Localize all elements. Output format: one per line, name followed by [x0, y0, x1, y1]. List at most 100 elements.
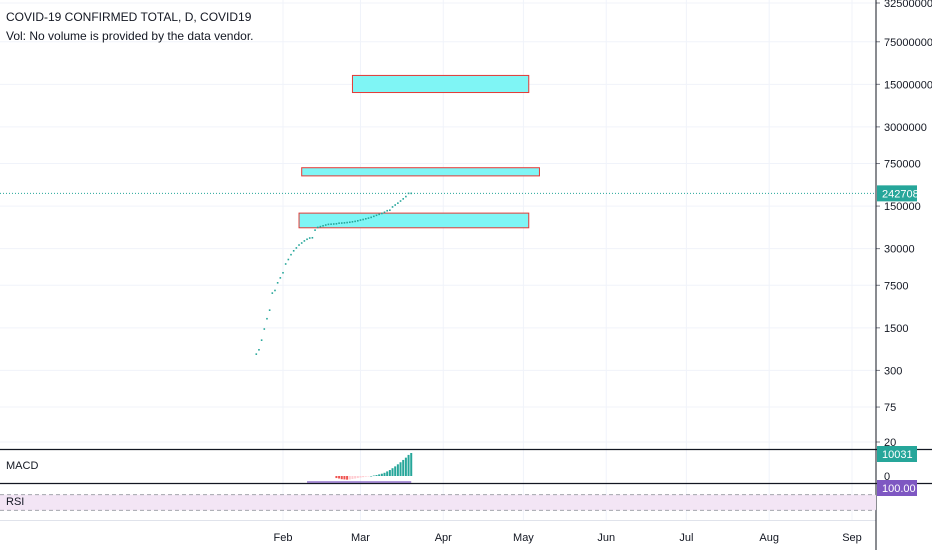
macd-histogram-bar [362, 476, 365, 478]
macd-histogram-bar [354, 476, 357, 479]
macd-pane[interactable]: 0 [307, 453, 890, 483]
time-tick-label: Jun [597, 532, 615, 544]
macd-histogram-bar [340, 476, 343, 480]
time-tick-label: Sep [842, 532, 862, 544]
time-tick-label: Apr [435, 532, 452, 544]
data-point [381, 212, 383, 215]
data-point [308, 237, 311, 239]
price-tick-label: 3000000 [884, 122, 927, 134]
last-value-badge-bg [877, 185, 917, 202]
price-tick-label: 7500 [884, 280, 908, 292]
data-point [383, 211, 386, 214]
price-tick-label: 75 [884, 402, 896, 414]
macd-histogram-bar [335, 476, 338, 479]
macd-histogram-bar [351, 476, 354, 479]
macd-histogram-bar [404, 457, 407, 476]
data-point [290, 253, 292, 256]
data-point [402, 198, 405, 200]
data-point [389, 209, 391, 212]
data-point [271, 292, 274, 294]
data-point [370, 216, 372, 219]
data-point [316, 226, 319, 229]
data-point [322, 224, 324, 227]
macd-histogram-bar [396, 464, 399, 476]
price-tick-label: 75000000 [884, 37, 932, 49]
data-point [314, 229, 316, 231]
macd-histogram-bar [343, 476, 346, 480]
time-tick-label: Feb [274, 532, 293, 544]
rsi-pane[interactable] [0, 494, 876, 511]
price-tick-label: 750000 [884, 159, 921, 171]
data-point [340, 222, 343, 224]
data-point [399, 200, 402, 202]
time-tick-label: Jul [679, 532, 693, 544]
macd-histogram-bar [378, 474, 381, 476]
data-point [391, 206, 394, 208]
data-point [268, 309, 271, 311]
macd-histogram-bar [348, 476, 351, 480]
data-point [327, 223, 330, 226]
data-point [343, 222, 346, 224]
rsi-value-badge-bg [877, 480, 917, 496]
data-point [263, 328, 266, 330]
rsi-value-badge: 100.00 [882, 483, 916, 495]
data-point [351, 221, 354, 223]
data-point [260, 339, 263, 341]
data-point [386, 209, 388, 212]
data-point [274, 289, 276, 292]
data-point [335, 222, 338, 225]
data-point [375, 214, 378, 217]
data-point [405, 195, 407, 198]
data-point [279, 277, 282, 279]
rectangle-drawing [298, 212, 530, 229]
data-point [330, 223, 332, 225]
rsi-label[interactable]: RSI [6, 496, 25, 508]
data-point [378, 213, 380, 216]
data-point [295, 247, 298, 249]
macd-label[interactable]: MACD [6, 460, 39, 472]
volume-note: Vol: No volume is provided by the data v… [6, 29, 254, 43]
series-points [255, 192, 413, 355]
data-point [332, 223, 335, 225]
price-tick-label: 1500 [884, 323, 908, 335]
macd-histogram-bar [375, 475, 378, 476]
time-axis[interactable]: Feb Mar Apr May Jun Jul Aug Sep [274, 532, 862, 544]
price-tick-label: 300 [884, 365, 902, 377]
macd-histogram-bar [356, 476, 359, 479]
macd-zero-label: 0 [884, 471, 890, 483]
rectangle-drawings[interactable] [298, 74, 540, 229]
macd-histogram-bar [364, 476, 367, 477]
macd-histogram-bar [359, 476, 362, 478]
data-point [359, 219, 362, 221]
macd-histogram-bar [372, 475, 375, 477]
price-tick-label: 30000 [884, 244, 915, 256]
macd-histogram-bar [402, 459, 405, 476]
data-point [292, 250, 295, 252]
time-tick-label: Mar [351, 532, 370, 544]
macd-histogram-bar [370, 476, 373, 477]
data-point [276, 282, 279, 284]
data-point [255, 353, 258, 355]
data-point [287, 258, 290, 261]
data-point [266, 317, 268, 320]
data-point [303, 240, 306, 242]
data-point [284, 263, 287, 265]
data-point [365, 217, 367, 220]
time-tick-label: May [513, 532, 534, 544]
data-point [407, 192, 410, 195]
macd-histogram-bar [383, 472, 386, 476]
data-point [306, 238, 308, 241]
time-tick-label: Aug [759, 532, 779, 544]
macd-histogram-bar [386, 471, 389, 476]
data-point [367, 217, 370, 219]
chart-title[interactable]: COVID-19 CONFIRMED TOTAL, D, COVID19 [6, 10, 252, 24]
macd-histogram-bar [391, 468, 394, 476]
data-point [354, 220, 356, 223]
rectangle-drawing [351, 74, 530, 94]
macd-value-badge-bg [877, 446, 917, 462]
macd-histogram-bar [346, 476, 349, 480]
price-axis[interactable]: 325000000 75000000 15000000 3000000 750000 15… [875, 0, 932, 550]
data-point [324, 224, 327, 226]
data-point [348, 221, 351, 224]
